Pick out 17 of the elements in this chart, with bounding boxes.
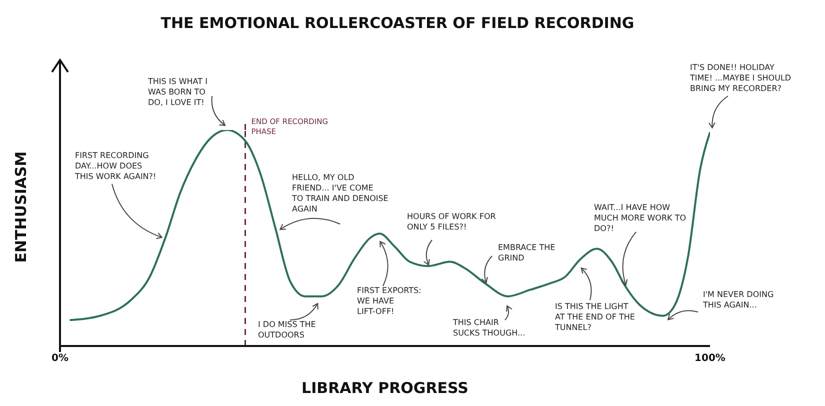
x-tick-label: 100% (694, 353, 726, 364)
annotation: FIRST EXPORTS: WE HAVE LIFT-OFF! (357, 286, 422, 316)
annotation: THIS IS WHAT I WAS BORN TO DO, I LOVE IT! (147, 77, 208, 107)
annotation: EMBRACE THE GRIND (498, 243, 556, 262)
annotation: FIRST RECORDING DAY...HOW DOES THIS WORK AGAIN?! (74, 151, 156, 181)
annotation: THIS CHAIR SUCKS THOUGH... (452, 318, 526, 338)
chart-title: THE EMOTIONAL ROLLERCOASTER OF FIELD RECORDING (160, 14, 634, 32)
annotation: HELLO, MY OLD FRIEND... I'VE COME TO TRAIN AND DENOISE AGAIN (291, 173, 388, 214)
annotation: IT'S DONE!! HOLIDAY TIME! ...MAYBE I SHOULD BRING MY RECORDER? (689, 63, 792, 93)
y-axis-title: ENTHUSIASM (12, 151, 30, 263)
annotation: I DO MISS THE OUTDOORS (258, 320, 316, 340)
x-tick-label: 0% (52, 353, 68, 364)
x-axis-title: LIBRARY PROGRESS (302, 379, 468, 397)
annotation: HOURS OF WORK FOR ONLY 5 FILES?! (407, 212, 496, 232)
annotation: IS THIS THE LIGHT AT THE END OF THE TUNNEL? (554, 302, 635, 332)
annotation: I'M NEVER DOING THIS AGAIN... (702, 290, 774, 310)
annotation: WAIT...I HAVE HOW MUCH MORE WORK TO DO?! (594, 203, 686, 233)
